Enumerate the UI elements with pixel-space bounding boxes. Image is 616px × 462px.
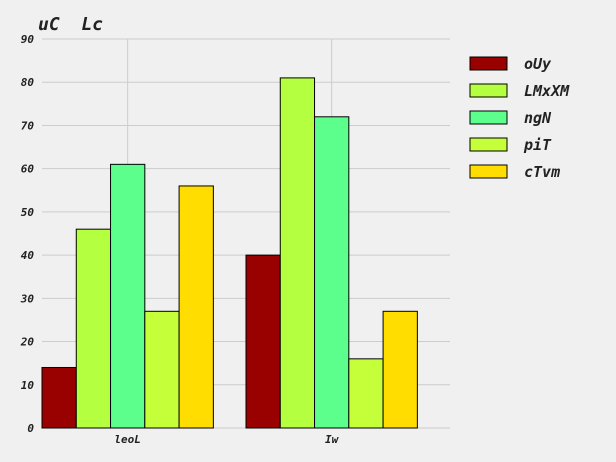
bar-piT-leoL: [144, 310, 180, 429]
y-tick-label: 60: [21, 163, 35, 176]
y-tick-label: 80: [21, 76, 35, 89]
legend-label: oUy: [524, 55, 552, 73]
x-tick-label: Iw: [325, 433, 340, 446]
y-tick-label: 20: [20, 336, 35, 349]
bar-LMxXM-leoL: [75, 228, 112, 429]
y-axis: 0 10 20 30 40 50 60 70 80 90: [20, 33, 35, 435]
legend-label: cTvm: [524, 163, 560, 181]
y-tick-label: 0: [27, 422, 34, 435]
plot-area: [41, 77, 418, 429]
bar-ngN-leoL: [110, 163, 146, 429]
bar-oUy-Iw: [245, 254, 281, 429]
legend-label: ngN: [524, 109, 552, 127]
x-axis: leoL Iw: [114, 433, 339, 446]
bar-oUy-leoL: [41, 366, 77, 429]
y-tick-label: 10: [21, 379, 35, 392]
y-tick-label: 90: [21, 33, 35, 46]
bar-piT-Iw: [348, 358, 384, 429]
y-tick-label: 40: [21, 249, 35, 262]
chart-title: uC Lc: [38, 14, 103, 35]
legend-swatch: [469, 110, 508, 125]
bar-LMxXM-Iw: [279, 77, 316, 429]
legend-swatch: [469, 83, 508, 98]
legend-label: piT: [523, 136, 552, 154]
bar-cTvm-leoL: [178, 185, 214, 429]
bar-ngN-Iw: [314, 116, 350, 429]
legend-swatch: [469, 137, 508, 152]
legend-label: LMxXM: [524, 82, 570, 100]
y-tick-label: 30: [20, 292, 35, 305]
y-tick-label: 70: [21, 119, 35, 132]
y-tick-label: 50: [21, 206, 35, 219]
legend-swatch: [469, 56, 508, 71]
legend-swatch: [469, 164, 508, 179]
legend: oUy LMxXM ngN piT cTvm: [469, 55, 570, 181]
x-tick-label: leoL: [114, 433, 141, 446]
bar-cTvm-Iw: [382, 310, 418, 429]
